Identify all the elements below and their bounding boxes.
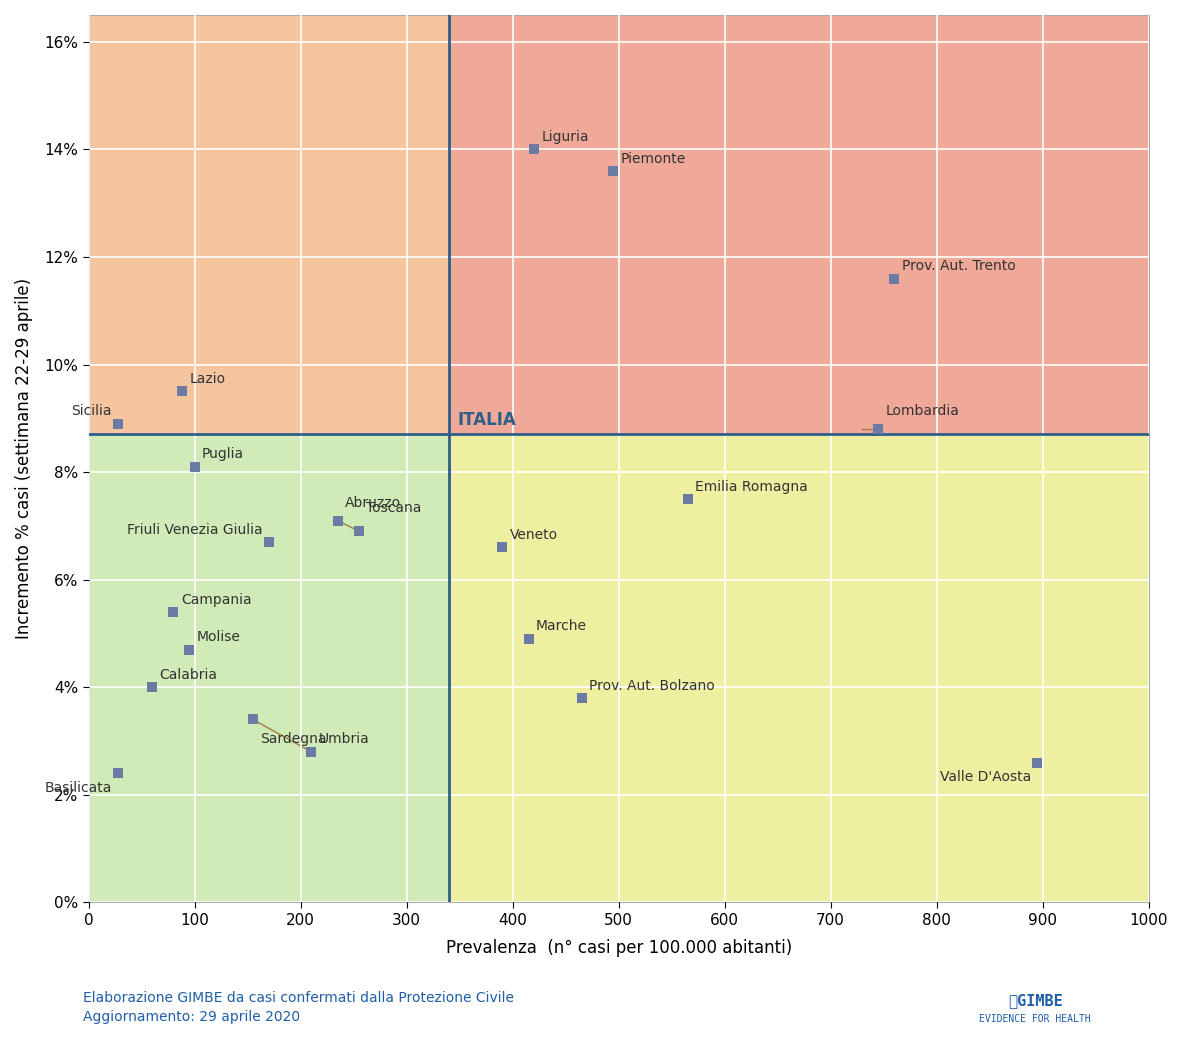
Text: Friuli Venezia Giulia: Friuli Venezia Giulia [127, 522, 263, 537]
Text: Sardegna: Sardegna [260, 733, 327, 746]
Text: Lombardia: Lombardia [886, 404, 959, 418]
Text: Lazio: Lazio [189, 372, 226, 386]
Text: Abruzzo: Abruzzo [345, 495, 401, 510]
Text: Prov. Aut. Bolzano: Prov. Aut. Bolzano [589, 678, 715, 693]
Text: Prov. Aut. Trento: Prov. Aut. Trento [901, 259, 1015, 273]
Text: Puglia: Puglia [202, 447, 244, 461]
Text: Veneto: Veneto [510, 528, 557, 542]
Text: Piemonte: Piemonte [621, 152, 686, 165]
Text: ITALIA: ITALIA [458, 411, 516, 429]
Text: Calabria: Calabria [160, 668, 218, 681]
X-axis label: Prevalenza  (n° casi per 100.000 abitanti): Prevalenza (n° casi per 100.000 abitanti… [446, 938, 791, 957]
Text: Marche: Marche [536, 620, 587, 633]
Text: Campania: Campania [181, 593, 252, 606]
Text: ⊿GIMBE: ⊿GIMBE [1008, 994, 1062, 1008]
Text: Sicilia: Sicilia [71, 404, 112, 418]
Text: Liguria: Liguria [542, 130, 589, 144]
Text: EVIDENCE FOR HEALTH: EVIDENCE FOR HEALTH [980, 1014, 1091, 1024]
Text: Elaborazione GIMBE da casi confermati dalla Protezione Civile: Elaborazione GIMBE da casi confermati da… [83, 992, 513, 1005]
Text: Toscana: Toscana [367, 502, 421, 515]
Text: Valle D'Aosta: Valle D'Aosta [939, 770, 1032, 784]
Text: Basilicata: Basilicata [45, 781, 112, 795]
Text: Aggiornamento: 29 aprile 2020: Aggiornamento: 29 aprile 2020 [83, 1011, 300, 1024]
Text: Emilia Romagna: Emilia Romagna [694, 480, 808, 493]
Text: Molise: Molise [196, 630, 240, 644]
Y-axis label: Incremento % casi (settimana 22-29 aprile): Incremento % casi (settimana 22-29 april… [15, 278, 33, 640]
Text: Umbria: Umbria [318, 733, 369, 746]
